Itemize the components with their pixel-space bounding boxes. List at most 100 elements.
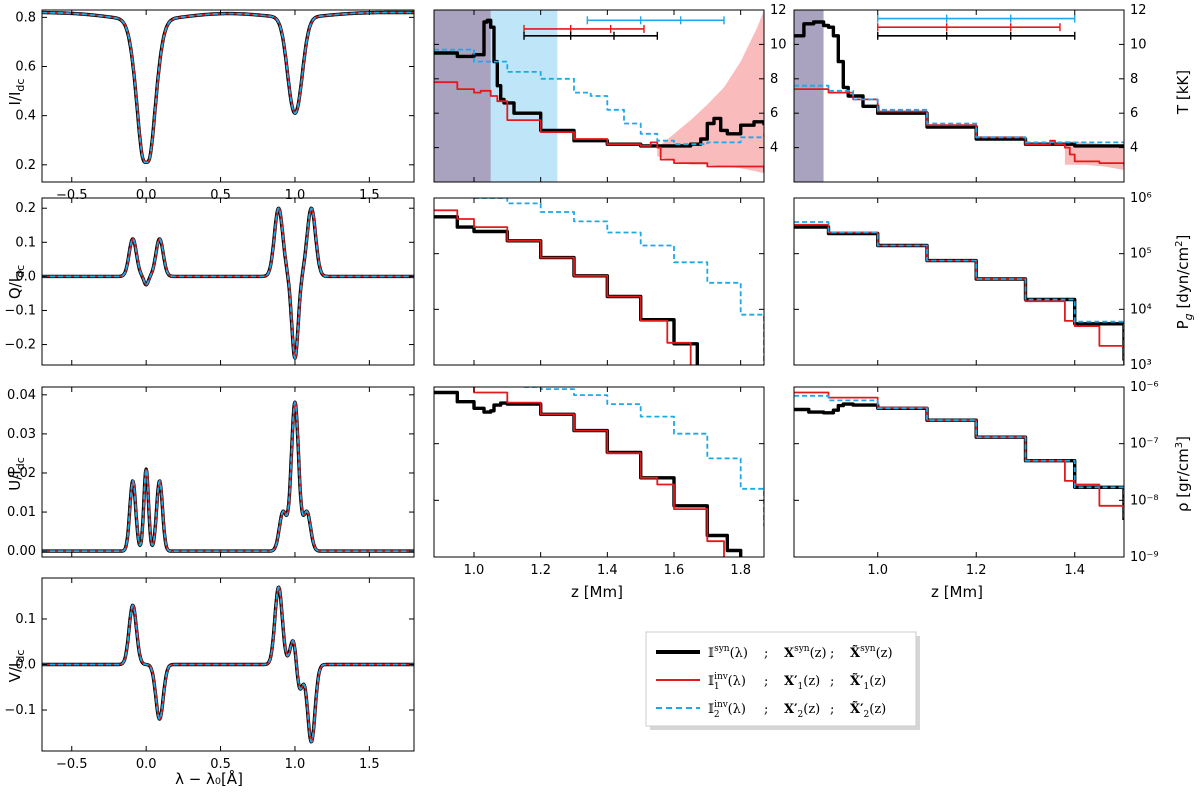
plot-layer: −0.5 0.0 0.5 1.0 1.50.20.40.60.8−0.2−0.10.00… [4,3,1158,772]
axes-frame [41,9,415,183]
y-tick-label: −0.2 [4,338,36,353]
y-tick-label: 10 [1130,37,1147,52]
x-tick-label: 1.5 [359,188,380,203]
panel-stokes_I: −0.5 0.0 0.5 1.0 1.5 0.2 0.4 0.6 0.8 [15,9,415,203]
y-tick-label: 4 [1130,141,1138,156]
y-tick-label: 0.01 [7,505,36,520]
y-tick-label: 10 [770,37,787,52]
x-tick-label: 1.0 [867,563,888,578]
series-line-inv2 [434,48,764,146]
x-tick-label: 1.5 [359,757,380,772]
shaded-region [434,10,491,182]
y-tick-label: 0.00 [7,544,36,559]
y-tick-label: 10³ [1130,358,1152,373]
y-tick-label: 0.04 [7,388,36,403]
x-tick-label: 1.8 [730,563,751,578]
y-tick-label: 10⁵ [1130,247,1152,262]
shaded-region [794,10,824,182]
axes-frame [793,197,1125,366]
legend-entry-inv1: 𝕀inv 1 (λ); X′1(z); X̃′1(z) [708,672,886,692]
panel-stokes_U: 0.00 0.01 0.02 0.03 0.04 [7,386,415,559]
series-line-inv2 [794,394,1124,518]
x-tick-label: 0.0 [136,757,157,772]
legend: 𝕀syn(λ); Xsyn(z); X̃syn(z) 𝕀inv 1 (λ); X′1(z)… [645,631,920,730]
series-line-inv2 [42,207,414,359]
y-tick-label: 0.1 [15,235,36,250]
y-tick-label: 0.2 [15,201,36,216]
series-line-inv1 [42,586,414,743]
axes-frame [793,9,1125,183]
plot-area [794,10,1124,182]
y-tick-label: 0.2 [15,158,36,173]
axes-frame [433,9,765,183]
panel-rho_left: 1.0 1.2 1.4 1.6 1.8 [433,386,765,578]
plot-area [42,585,414,744]
series-line-inv1 [434,81,764,172]
gas-pressure-ylabel: Pg [dyn/cm2] [1174,235,1195,330]
x-tick-label: 1.0 [464,563,485,578]
y-tick-label: 10⁻⁹ [1130,550,1159,565]
y-tick-label: 0.8 [15,10,36,25]
z-xlabel-middle: z [Mm] [571,583,623,601]
series-line-syn [794,225,1124,361]
x-tick-label: 0.5 [210,188,231,203]
plot-area [794,221,1124,365]
x-tick-label: 1.4 [1064,563,1085,578]
x-tick-label: −0.5 [56,757,88,772]
series-line-syn [794,20,1124,148]
y-tick-label: 10⁶ [1130,191,1152,206]
x-tick-label: 1.0 [285,757,306,772]
y-tick-label: 6 [1130,106,1138,121]
axes-frame [433,197,765,366]
series-line-syn [42,10,414,164]
y-tick-label: 10⁴ [1130,302,1152,317]
panel-rho_right: 1.0 1.2 1.4 10⁻⁹ 10⁻⁸ 10⁻⁷ 10⁻⁶ [793,380,1159,578]
series-line-inv1 [42,207,414,359]
y-tick-label: 0.6 [15,60,36,75]
panel-stokes_V: −0.5 0.0 0.5 1.0 1.5 −0.1 0.0 0.1 [4,577,415,772]
series-line-inv2 [794,84,1124,144]
panel-T_right: 4 6 8 10 12 [793,3,1147,183]
y-tick-label: −0.1 [4,303,36,318]
y-tick-label: 0.1 [15,612,36,627]
x-tick-label: 1.4 [597,563,618,578]
y-tick-label: 0.0 [15,269,36,284]
y-tick-label: 0.02 [7,466,36,481]
y-tick-label: 10⁻⁸ [1130,493,1159,508]
y-tick-label: 0.03 [7,427,36,442]
uncertainty-band [657,10,764,174]
y-tick-label: 0.0 [15,658,36,673]
y-tick-label: 12 [770,3,787,18]
x-tick-label: 0.0 [136,188,157,203]
x-tick-label: 1.6 [664,563,685,578]
series-line-syn [434,390,743,557]
x-tick-label: 1.2 [530,563,551,578]
series-line-syn [42,206,414,360]
legend-entry-inv2: 𝕀inv 2 (λ); X′2(z); X̃′2(z) [708,700,886,720]
series-line-inv1 [42,11,414,164]
temperature-ylabel: T [kK] [1174,70,1192,115]
series-line-syn [434,215,699,365]
series-line-inv2 [794,221,1124,359]
panel-T_left: 4 6 8 10 12 [433,3,787,183]
series-line-inv1 [42,401,414,552]
x-tick-label: 1.0 [285,188,306,203]
stokes-V-ylabel: V/Idc [6,650,27,683]
axes-frame [793,386,1125,558]
series-line-inv2 [42,11,414,164]
y-tick-label: 8 [770,72,778,87]
plot-area [42,10,414,164]
series-line-inv2 [474,198,764,365]
panel-stokes_Q: −0.2 −0.1 0.0 0.1 0.2 [4,197,415,366]
y-tick-label: 6 [770,106,778,121]
y-tick-label: 12 [1130,3,1147,18]
plot-area [434,198,764,365]
x-tick-label: 0.5 [210,757,231,772]
series-line-inv1 [473,387,725,557]
axes-frame [41,197,415,366]
plot-area [434,387,764,557]
series-line-inv1 [434,209,692,365]
stokes-I-ylabel: I/Idc [6,79,27,106]
y-tick-label: 10⁻⁶ [1130,380,1159,395]
series-line-inv2 [524,387,764,527]
